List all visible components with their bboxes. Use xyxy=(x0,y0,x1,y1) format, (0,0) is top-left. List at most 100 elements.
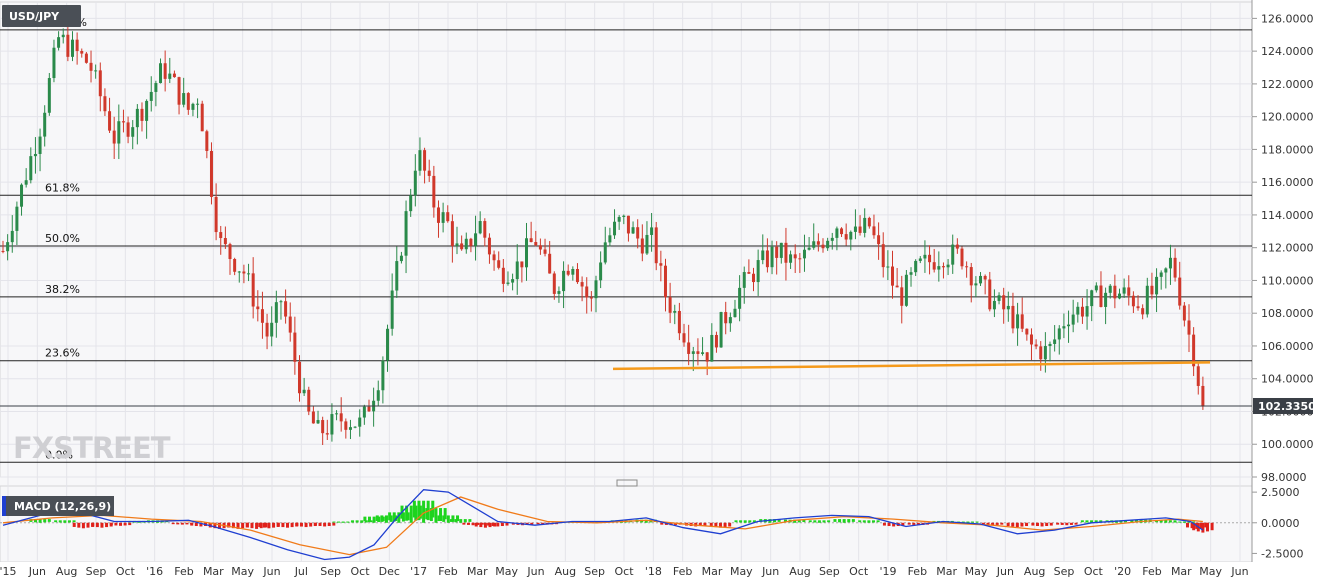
y-tick-label: 124.0000 xyxy=(1261,45,1314,58)
x-tick-label: '17 xyxy=(410,565,427,578)
macd-histogram-bar xyxy=(250,522,254,529)
candle-body xyxy=(1025,328,1029,335)
macd-histogram-bar xyxy=(1173,520,1177,523)
candle-body xyxy=(904,274,908,306)
x-tick-label: May xyxy=(231,565,254,578)
candle-body xyxy=(728,317,732,324)
candle-body xyxy=(483,221,487,238)
macd-histogram-bar xyxy=(372,516,376,523)
macd-tick-label: 2.5000 xyxy=(1261,486,1300,499)
candle-body xyxy=(1053,339,1057,344)
candle-body xyxy=(1150,285,1154,295)
candle-body xyxy=(242,271,246,274)
candle-body xyxy=(316,420,320,424)
macd-histogram-bar xyxy=(739,520,743,523)
last-price-badge xyxy=(1253,397,1313,414)
candle-body xyxy=(613,221,617,236)
candle-body xyxy=(802,249,806,259)
macd-histogram-bar xyxy=(842,519,846,523)
candle-body xyxy=(1048,343,1052,347)
x-tick-label: '18 xyxy=(645,565,662,578)
candle-body xyxy=(10,230,14,243)
candle-body xyxy=(43,112,47,137)
macd-histogram-bar xyxy=(429,508,433,522)
candle-body xyxy=(807,247,811,250)
macd-histogram-bar xyxy=(496,522,500,527)
candle-body xyxy=(543,249,547,254)
macd-histogram-bar xyxy=(698,522,702,527)
candle-body xyxy=(677,310,681,334)
macd-histogram-bar xyxy=(1182,521,1186,523)
candle-body xyxy=(951,244,955,265)
candle-body xyxy=(1173,257,1177,278)
candle-body xyxy=(47,78,51,113)
y-tick-label: 120.0000 xyxy=(1261,111,1314,124)
candle-body xyxy=(1118,293,1121,299)
candle-body xyxy=(126,122,130,137)
macd-histogram-bar xyxy=(72,522,76,527)
candle-body xyxy=(478,221,482,234)
macd-histogram-bar xyxy=(491,522,495,527)
macd-histogram-bar xyxy=(487,522,491,526)
macd-histogram-bar xyxy=(114,522,118,526)
macd-histogram-bar xyxy=(54,520,58,523)
macd-histogram-bar xyxy=(363,516,367,522)
candle-body xyxy=(1016,314,1020,329)
macd-histogram-bar xyxy=(916,522,920,526)
macd-histogram-bar xyxy=(862,520,866,523)
macd-histogram-bar xyxy=(245,522,249,528)
macd-histogram-bar xyxy=(462,522,466,525)
candle-body xyxy=(381,360,385,391)
candle-body xyxy=(1067,324,1071,327)
candle-body xyxy=(223,238,227,245)
macd-histogram-bar xyxy=(966,521,970,523)
macd-histogram-bar xyxy=(47,519,51,522)
candle-body xyxy=(427,170,431,176)
macd-histogram-bar xyxy=(1015,522,1019,528)
macd-histogram-bar xyxy=(961,521,965,523)
candle-body xyxy=(752,273,756,283)
macd-histogram-bar xyxy=(295,522,299,527)
macd-histogram-bar xyxy=(267,522,271,529)
macd-histogram-bar xyxy=(446,515,450,523)
candle-body xyxy=(585,286,589,298)
x-tick-label: Aug xyxy=(555,565,576,578)
y-tick-label: 106.0000 xyxy=(1261,340,1314,353)
candle-body xyxy=(840,228,844,235)
candle-body xyxy=(270,322,274,337)
symbol-label: USD/JPY xyxy=(9,10,60,23)
macd-histogram-bar xyxy=(541,522,545,525)
macd-histogram-bar xyxy=(412,500,416,518)
candle-body xyxy=(302,389,306,394)
candle-body xyxy=(872,226,876,236)
candle-body xyxy=(853,226,857,232)
x-tick-label: '15 xyxy=(0,565,17,578)
candle-body xyxy=(186,93,190,110)
x-tick-label: Mar xyxy=(936,565,957,578)
candle-body xyxy=(1029,334,1033,345)
candle-body xyxy=(501,267,505,284)
macd-histogram-bar xyxy=(1099,520,1103,523)
macd-histogram-bar xyxy=(346,521,350,523)
macd-histogram-bar xyxy=(351,520,355,523)
macd-histogram-bar xyxy=(38,519,42,523)
candle-body xyxy=(1002,295,1006,310)
candle-body xyxy=(413,170,417,196)
candle-body xyxy=(1178,277,1182,306)
x-tick-label: Oct xyxy=(116,565,136,578)
x-tick-label: Oct xyxy=(849,565,869,578)
macd-histogram-bar xyxy=(1090,520,1094,523)
macd-histogram-bar xyxy=(1159,520,1163,523)
macd-tick-label: 0.0000 xyxy=(1261,517,1300,530)
candle-body xyxy=(1034,344,1038,347)
candle-body xyxy=(770,246,774,268)
candle-body xyxy=(423,150,427,171)
candle-body xyxy=(492,254,496,261)
candle-body xyxy=(826,240,830,249)
macd-histogram-bar xyxy=(734,520,738,523)
candle-body xyxy=(61,34,65,38)
candle-body xyxy=(705,352,709,362)
y-tick-label: 122.0000 xyxy=(1261,78,1314,91)
candle-body xyxy=(654,227,658,264)
y-tick-label: 112.0000 xyxy=(1261,242,1314,255)
